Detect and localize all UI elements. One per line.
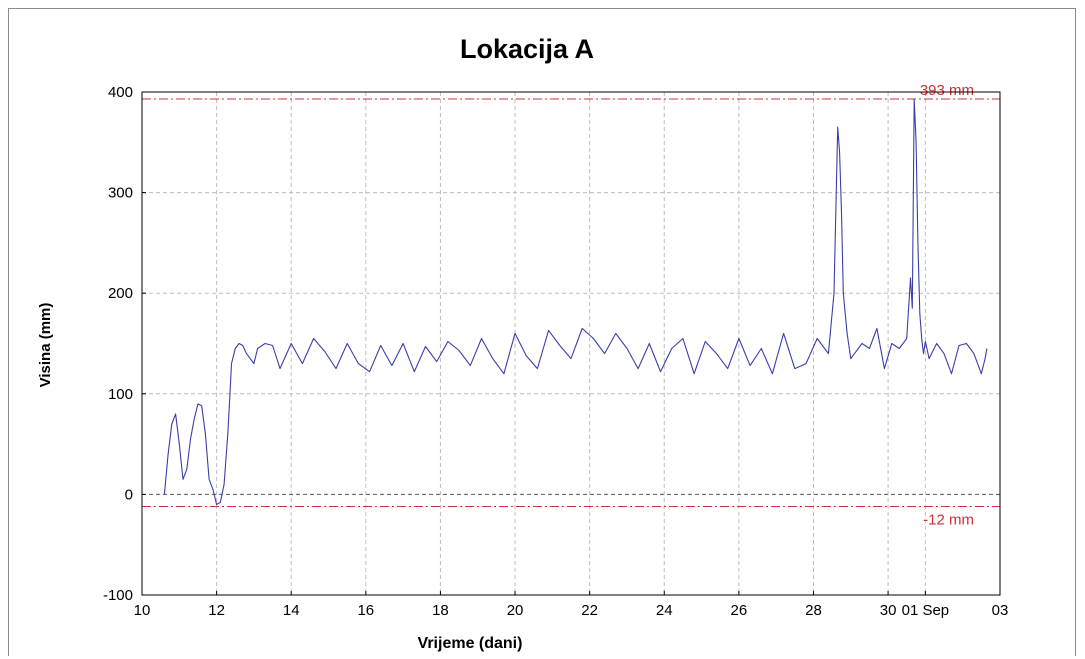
chart-title: Lokacija A bbox=[460, 34, 594, 64]
x-tick-label: 14 bbox=[283, 602, 300, 619]
x-axis-label: Vrijeme (dani) bbox=[418, 635, 523, 652]
y-tick-label: 300 bbox=[108, 185, 133, 202]
tick-labels: 10 12 14 16 18 20 22 24 26 28 30 01 Sep 03 -100 0 100 20… bbox=[103, 84, 1008, 619]
x-tick-label: 16 bbox=[357, 602, 374, 619]
reference-line-label: -12 mm bbox=[923, 511, 974, 528]
x-tick-label: 20 bbox=[507, 602, 524, 619]
x-tick-label: 18 bbox=[432, 602, 449, 619]
y-tick-label: 400 bbox=[108, 84, 133, 101]
series-line bbox=[163, 98, 988, 506]
reference-line-label: 393 mm bbox=[920, 82, 974, 99]
reference-lines: 393 mm -12 mm bbox=[142, 82, 1000, 528]
x-tick-label: 22 bbox=[581, 602, 598, 619]
x-tick-label: 24 bbox=[656, 602, 673, 619]
chart-frame bbox=[8, 8, 1076, 656]
y-tick-label: -100 bbox=[103, 587, 133, 604]
grid-lines bbox=[142, 92, 1000, 595]
y-tick-label: 0 bbox=[125, 486, 133, 503]
plot-area-border bbox=[141, 91, 1001, 596]
y-axis-label: Visina (mm) bbox=[37, 303, 54, 388]
x-tick-label: 30 bbox=[880, 602, 897, 619]
x-tick-label: 01 Sep bbox=[902, 602, 950, 619]
x-tick-label: 10 bbox=[134, 602, 151, 619]
x-tick-label: 28 bbox=[805, 602, 822, 619]
y-tick-label: 200 bbox=[108, 285, 133, 302]
x-tick-label: 03 bbox=[992, 602, 1009, 619]
axes bbox=[141, 91, 1001, 596]
x-tick-label: 26 bbox=[731, 602, 748, 619]
series-lines bbox=[163, 98, 988, 506]
x-tick-label: 12 bbox=[208, 602, 225, 619]
y-tick-label: 100 bbox=[108, 386, 133, 403]
